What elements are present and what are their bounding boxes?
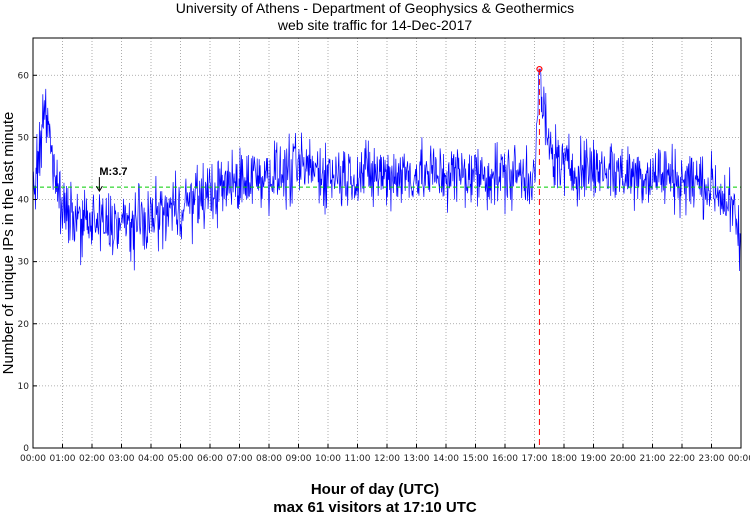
x-tick-label: 00:00 — [20, 454, 46, 464]
x-tick-label: 21:00 — [640, 454, 666, 464]
x-tick-label: 01:00 — [50, 454, 76, 464]
x-tick-label: 07:00 — [227, 454, 253, 464]
grid — [33, 38, 741, 448]
x-tick-label: 15:00 — [463, 454, 489, 464]
x-tick-label: 05:00 — [168, 454, 194, 464]
x-tick-label: 19:00 — [581, 454, 607, 464]
traffic-chart: M:3.7 00:00 01:00 02:00 03:00 04:00 05:00 06:0… — [0, 37, 750, 464]
x-tick-label: 12:00 — [374, 454, 400, 464]
x-tick-label: 04:00 — [138, 454, 164, 464]
x-tick-label: 20:00 — [610, 454, 636, 464]
x-tick-label: 02:00 — [79, 454, 105, 464]
x-tick-label: 13:00 — [404, 454, 430, 464]
x-tick-label: 09:00 — [286, 454, 312, 464]
traffic-series-line — [32, 68, 742, 271]
x-tick-label: 11:00 — [345, 454, 371, 464]
x-axis-label: Hour of day (UTC) — [310, 481, 440, 498]
overlay-layer: M:3.7 — [33, 65, 741, 448]
mean-annotation-label: M:3.7 — [99, 166, 127, 178]
x-tick-label: 22:00 — [669, 454, 695, 464]
x-tick-label: 14:00 — [433, 454, 459, 464]
y-tick-label: 20 — [18, 320, 30, 330]
y-tick-label: 30 — [18, 258, 30, 268]
x-tick-label: 10:00 — [315, 454, 341, 464]
series-layer — [32, 68, 742, 271]
y-axis-label: Number of unique IPs in the last minute — [0, 112, 17, 375]
y-tick-label: 40 — [18, 196, 30, 206]
chart-subtitle: web site traffic for 14-Dec-2017 — [277, 17, 473, 33]
y-ticks: 0 10 20 30 40 50 60 — [18, 71, 37, 454]
chart-footer: max 61 visitors at 17:10 UTC — [273, 499, 477, 516]
y-tick-label: 50 — [18, 133, 30, 143]
chart-title: University of Athens - Department of Geo… — [175, 0, 575, 16]
x-tick-label: 06:00 — [197, 454, 223, 464]
y-tick-label: 0 — [23, 444, 29, 454]
x-tick-label: 23:00 — [699, 454, 725, 464]
x-tick-label: 00:00 — [728, 454, 750, 464]
max-marker — [536, 65, 543, 73]
x-ticks: 00:00 01:00 02:00 03:00 04:00 05:00 06:00 07:00… — [20, 444, 750, 464]
x-tick-label: 08:00 — [256, 454, 282, 464]
y-tick-label: 10 — [18, 382, 30, 392]
mean-arrow-head — [95, 185, 103, 193]
x-tick-label: 18:00 — [551, 454, 577, 464]
x-tick-label: 17:00 — [522, 454, 548, 464]
x-tick-label: 03:00 — [109, 454, 135, 464]
x-tick-label: 16:00 — [492, 454, 518, 464]
y-tick-label: 60 — [18, 71, 30, 81]
